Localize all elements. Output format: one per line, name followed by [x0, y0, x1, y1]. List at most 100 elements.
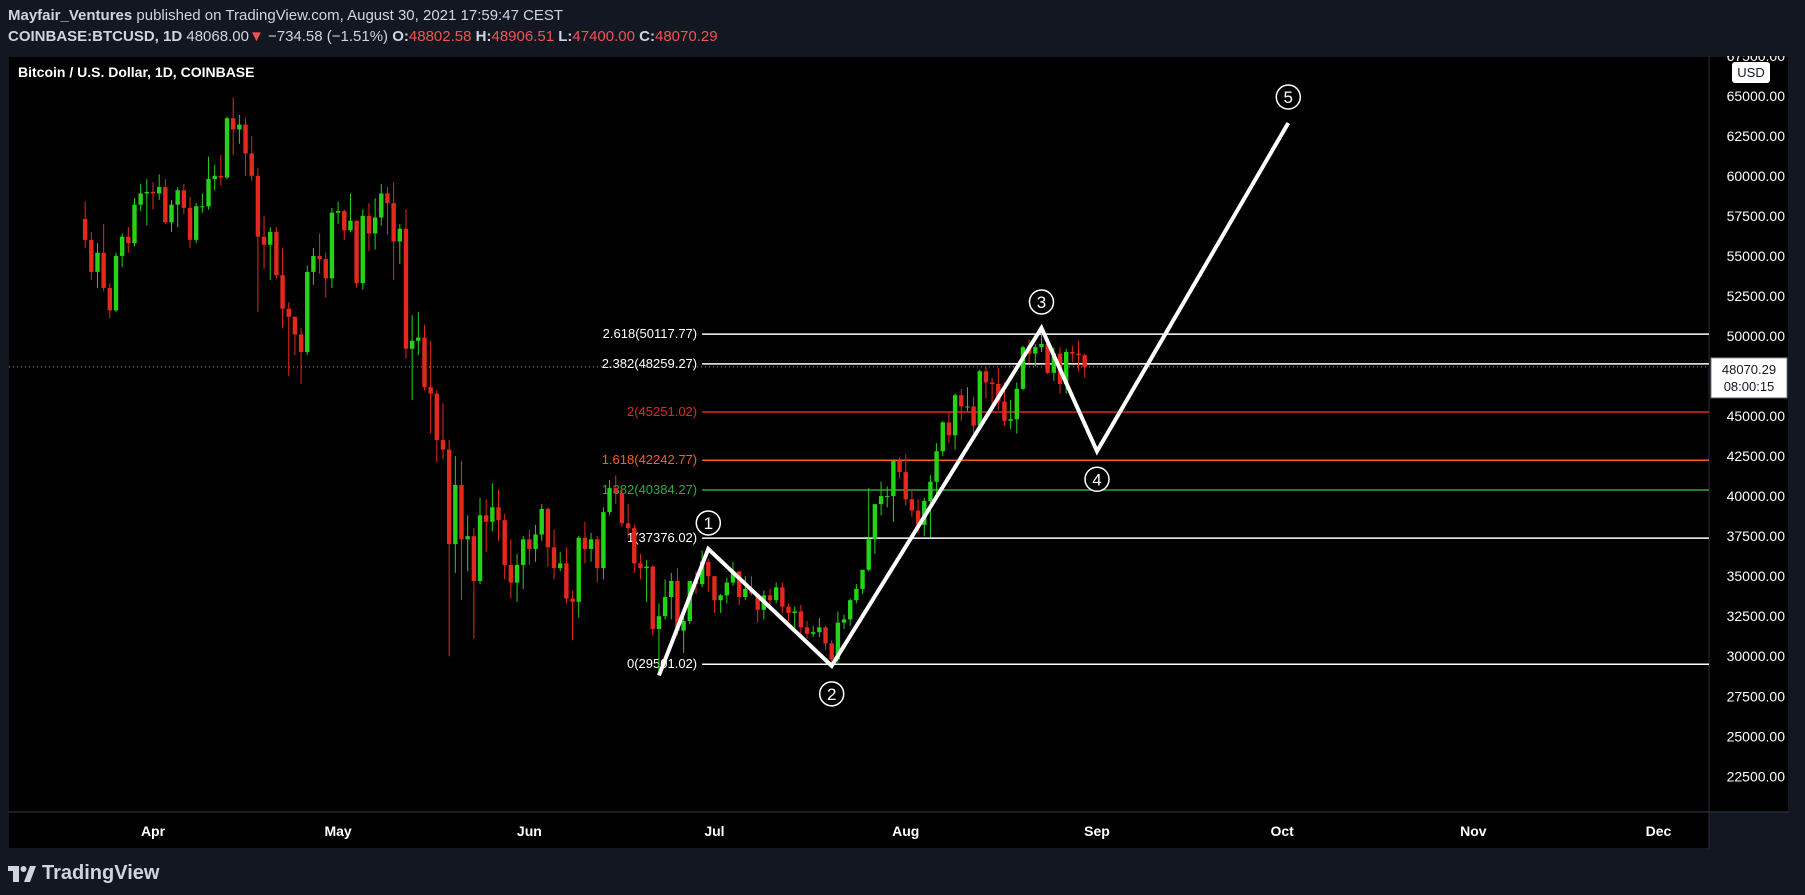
- candle-body: [564, 563, 569, 599]
- candle-body: [743, 588, 748, 597]
- candle-body: [274, 231, 279, 276]
- close-value: 48070.29: [654, 28, 718, 45]
- candle-body: [706, 561, 711, 577]
- candle-body: [496, 507, 501, 521]
- candle-body: [521, 539, 526, 565]
- last-price-value: 48070.29: [1722, 362, 1776, 377]
- month-tick-label: Nov: [1460, 823, 1487, 839]
- price-tick-label: 57500.00: [1727, 208, 1786, 224]
- tradingview-logo-icon: [8, 865, 36, 882]
- candle-body: [848, 600, 853, 620]
- candle-body: [675, 580, 680, 631]
- price-axis[interactable]: [1709, 57, 1788, 811]
- candle-body: [348, 220, 353, 231]
- price-tick-label: 32500.00: [1727, 608, 1786, 624]
- candle-body: [95, 252, 100, 272]
- candle-body: [650, 566, 655, 629]
- candle-body: [934, 451, 939, 482]
- candle-body: [699, 561, 705, 585]
- candle-body: [169, 204, 174, 223]
- author-link[interactable]: Mayfair_Ventures: [8, 7, 133, 24]
- candle-body: [798, 611, 804, 628]
- candle-body: [1002, 401, 1007, 421]
- candle-body: [669, 580, 674, 597]
- candle-body: [1045, 343, 1050, 373]
- candle-body: [755, 593, 760, 610]
- publication-header: Mayfair_Ventures published on TradingVie…: [8, 6, 718, 48]
- candle-body: [101, 252, 106, 288]
- candle-body: [946, 422, 952, 436]
- month-tick-label: Sep: [1084, 823, 1110, 839]
- candle-body: [656, 616, 662, 629]
- candle-body: [817, 627, 822, 633]
- wave-label-circle: [1275, 84, 1302, 110]
- candle-body: [138, 193, 143, 205]
- candle-body: [514, 564, 520, 583]
- price-tick-label: 35000.00: [1727, 568, 1786, 584]
- candle-body: [150, 191, 156, 194]
- month-tick-label: Dec: [1646, 823, 1672, 839]
- open-value: 48802.58: [408, 28, 472, 45]
- candle-body: [841, 619, 847, 623]
- currency-badge[interactable]: USD: [1732, 62, 1770, 83]
- price-tick-label: 65000.00: [1727, 88, 1786, 104]
- candle-body: [391, 203, 396, 242]
- candle-body: [527, 539, 532, 549]
- candle-body: [218, 175, 224, 178]
- price-chart[interactable]: 0(29501.02)1(37376.02)1.382(40384.27)1.6…: [8, 56, 1789, 849]
- tradingview-footer[interactable]: TradingView: [8, 862, 159, 885]
- candle-body: [502, 520, 507, 565]
- fib-level-label: 1(37376.02): [627, 530, 697, 545]
- candle-body: [261, 236, 267, 245]
- price-tick-label: 37500.00: [1727, 528, 1786, 544]
- candle-body: [558, 563, 563, 569]
- fib-level-label: 1.382(40384.27): [602, 482, 697, 497]
- chart-pane[interactable]: [9, 57, 1709, 811]
- candle-body: [144, 191, 150, 194]
- candle-body: [1020, 347, 1026, 389]
- candle-body: [354, 220, 359, 284]
- price-change: −734.58 (−1.51%): [267, 28, 389, 45]
- candle-body: [440, 440, 446, 450]
- price-tick-label: 60000.00: [1727, 168, 1786, 184]
- candle-body: [767, 595, 773, 601]
- candle-body: [305, 271, 310, 352]
- publisher-line: Mayfair_Ventures published on TradingVie…: [8, 6, 718, 27]
- candles: [82, 97, 1087, 676]
- fib-level-label: 2.382(48259.27): [602, 356, 697, 371]
- price-tick-label: 55000.00: [1727, 248, 1786, 264]
- candle-body: [89, 239, 94, 272]
- candle-body: [490, 507, 495, 522]
- candle-body: [422, 337, 427, 388]
- fib-level-label: 1.618(42242.77): [602, 452, 697, 467]
- candle-body: [82, 219, 88, 240]
- candle-body: [366, 215, 372, 234]
- price-tick-label: 25000.00: [1727, 728, 1786, 744]
- wave-label-circle: [1084, 466, 1110, 493]
- candle-body: [446, 449, 452, 545]
- candle-body: [280, 275, 285, 309]
- candle-body: [1082, 355, 1087, 367]
- candle-body: [952, 395, 958, 436]
- candle-body: [872, 504, 878, 540]
- fib-level-label: 2.618(50117.77): [603, 326, 697, 341]
- candle-body: [996, 384, 1001, 402]
- candle-body: [372, 217, 378, 234]
- wave-label: 4: [1092, 470, 1101, 489]
- price-tick-label: 42500.00: [1727, 448, 1786, 464]
- candle-body: [465, 536, 470, 540]
- time-axis[interactable]: [9, 812, 1709, 848]
- candle-body: [730, 571, 736, 583]
- candle-body: [977, 371, 982, 426]
- close-label: C:: [639, 28, 655, 45]
- candle-body: [909, 499, 915, 511]
- candle-body: [1063, 351, 1069, 385]
- elliott-wave-drawing: 1 2 3 4 5: [657, 84, 1302, 707]
- candle-body: [959, 395, 964, 407]
- candle-body: [632, 528, 637, 564]
- candle-body: [342, 211, 347, 231]
- candle-body: [545, 508, 551, 548]
- candle-body: [126, 236, 131, 244]
- candle-body: [453, 484, 458, 545]
- candle-body: [156, 187, 162, 194]
